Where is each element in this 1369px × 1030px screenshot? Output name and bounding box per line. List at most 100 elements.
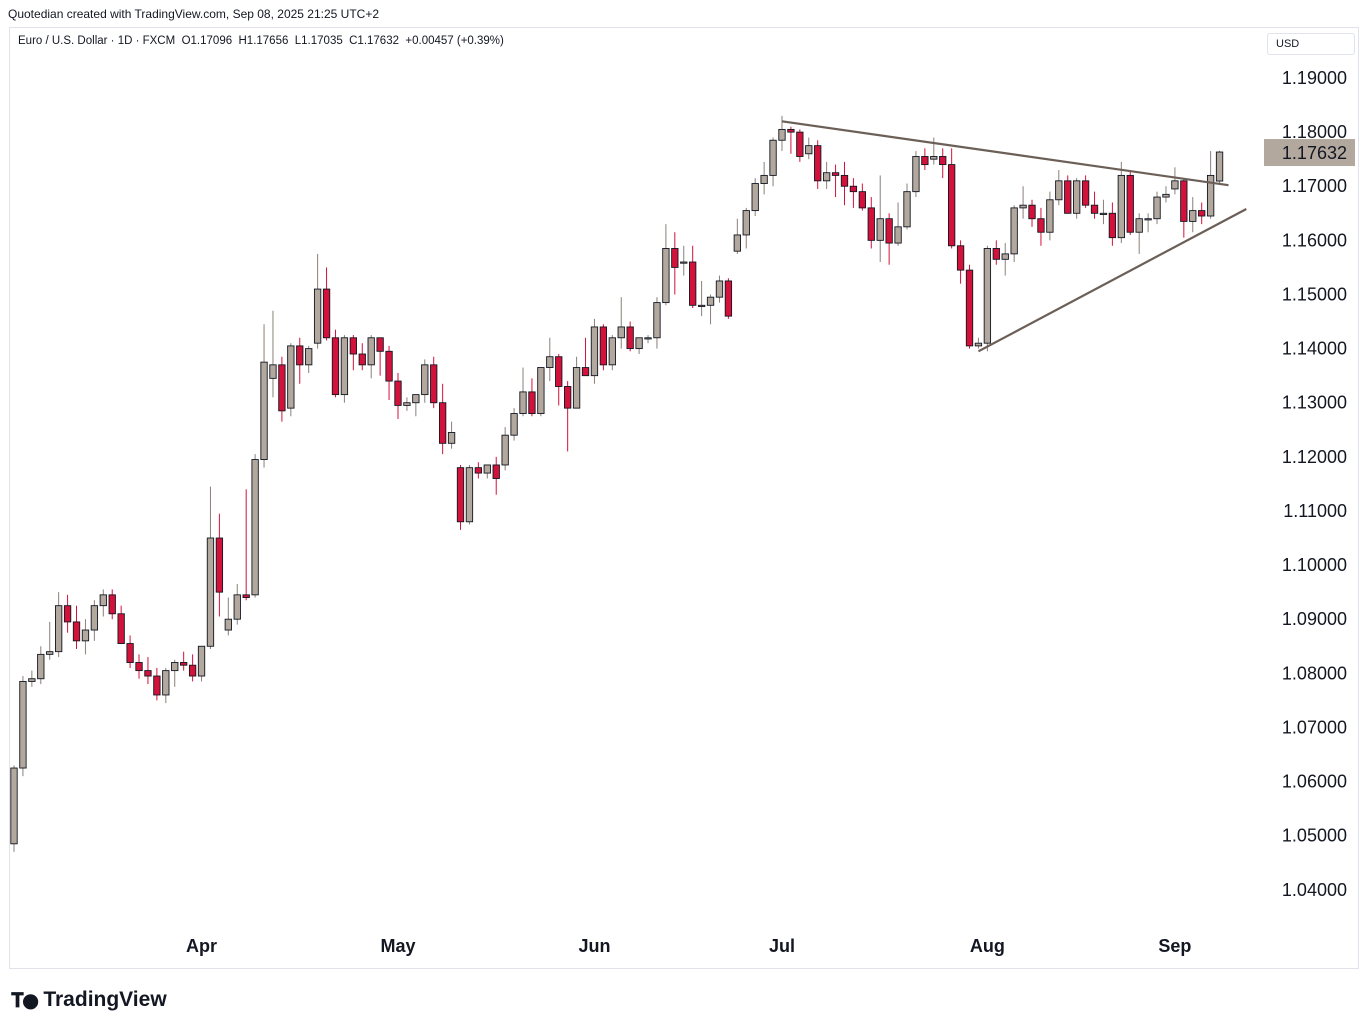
candle-2025-07-02[interactable]: [787, 126, 795, 154]
candle-2025-08-21[interactable]: [1108, 202, 1117, 246]
candle-2025-04-21[interactable]: [322, 267, 331, 341]
candle-2025-07-04[interactable]: [805, 137, 813, 160]
candle-2025-04-04[interactable]: [224, 597, 232, 636]
candle-2025-07-21[interactable]: [903, 183, 911, 230]
candle-2025-04-10[interactable]: [260, 324, 268, 468]
candle-2025-07-29[interactable]: [956, 240, 965, 284]
candle-2025-04-14[interactable]: [278, 356, 286, 422]
candle-2025-06-30[interactable]: [769, 137, 777, 187]
candle-2025-08-13[interactable]: [1055, 170, 1063, 206]
candle-2025-07-16[interactable]: [876, 175, 884, 263]
candle-2025-07-22[interactable]: [912, 151, 920, 198]
candle-2025-05-01[interactable]: [394, 372, 402, 419]
candle-2025-05-27[interactable]: [555, 354, 563, 406]
candle-2025-04-17[interactable]: [305, 345, 313, 373]
candle-2025-08-15[interactable]: [1073, 178, 1081, 219]
candle-2025-06-10[interactable]: [644, 335, 652, 344]
candle-2025-07-03[interactable]: [796, 129, 804, 162]
candle-2025-06-27[interactable]: [760, 161, 768, 195]
candle-2025-07-07[interactable]: [814, 140, 822, 189]
candle-2025-08-26[interactable]: [1135, 213, 1143, 254]
candle-2025-04-03[interactable]: [215, 513, 224, 617]
candle-2025-05-13[interactable]: [465, 464, 474, 525]
candle-2025-05-05[interactable]: [412, 394, 420, 417]
candle-2025-07-11[interactable]: [849, 178, 858, 208]
candle-2025-07-18[interactable]: [894, 202, 902, 246]
candle-2025-03-26[interactable]: [162, 667, 170, 704]
price-axis[interactable]: 1.19000 1.18000 1.17000 1.16000 1.15000 1.140…: [1282, 68, 1347, 900]
candle-2025-03-05[interactable]: [28, 670, 36, 687]
candle-2025-04-24[interactable]: [349, 335, 357, 371]
candle-2025-06-13[interactable]: [671, 232, 679, 295]
candle-2025-03-17[interactable]: [99, 589, 107, 617]
candle-2025-06-25[interactable]: [742, 207, 750, 249]
candle-2025-08-18[interactable]: [1081, 175, 1090, 208]
candle-2025-04-23[interactable]: [340, 335, 349, 403]
candle-2025-08-05[interactable]: [1001, 243, 1009, 276]
candle-2025-04-16[interactable]: [296, 337, 304, 384]
candle-2025-04-22[interactable]: [331, 329, 340, 398]
candle-2025-08-19[interactable]: [1090, 191, 1099, 219]
candle-2025-04-15[interactable]: [287, 343, 295, 417]
candle-2025-05-02[interactable]: [403, 397, 411, 411]
candle-2025-04-29[interactable]: [376, 337, 384, 376]
candle-2025-03-06[interactable]: [37, 646, 45, 685]
candle-2025-08-27[interactable]: [1144, 213, 1152, 233]
candle-2025-06-02[interactable]: [590, 318, 599, 384]
candle-2025-07-31[interactable]: [974, 337, 983, 349]
currency-selector[interactable]: USD: [1267, 33, 1355, 55]
candle-2025-06-20[interactable]: [715, 275, 724, 303]
candle-2025-05-14[interactable]: [474, 462, 483, 479]
candle-2025-08-06[interactable]: [1010, 205, 1018, 263]
candle-2025-06-04[interactable]: [608, 335, 616, 371]
candle-2025-04-09[interactable]: [251, 454, 259, 598]
candle-2025-04-18[interactable]: [313, 253, 322, 349]
candle-2025-03-20[interactable]: [126, 635, 134, 668]
candle-2025-07-30[interactable]: [965, 264, 974, 349]
candle-2025-08-20[interactable]: [1099, 199, 1108, 225]
candle-2025-05-20[interactable]: [510, 408, 518, 441]
candle-2025-03-25[interactable]: [153, 667, 161, 701]
candle-2025-05-23[interactable]: [537, 367, 545, 417]
candle-2025-08-01[interactable]: [983, 245, 992, 352]
candle-2025-06-24[interactable]: [733, 218, 741, 254]
candle-2025-05-22[interactable]: [528, 378, 536, 417]
tradingview-logo[interactable]: 𝐓● TradingView: [11, 988, 167, 1012]
candle-2025-08-08[interactable]: [1028, 199, 1036, 227]
candle-2025-03-03[interactable]: [10, 765, 18, 852]
candle-2025-08-28[interactable]: [1153, 191, 1161, 225]
candle-2025-07-14[interactable]: [858, 183, 867, 211]
candle-2025-05-08[interactable]: [438, 383, 447, 455]
candle-2025-09-04[interactable]: [1198, 202, 1206, 225]
symbol-name[interactable]: Euro / U.S. Dollar · 1D · FXCM: [18, 35, 176, 47]
candle-2025-06-19[interactable]: [706, 294, 715, 325]
candle-2025-03-24[interactable]: [144, 657, 152, 685]
candle-2025-09-03[interactable]: [1189, 197, 1197, 233]
candle-2025-05-09[interactable]: [447, 421, 456, 449]
candle-2025-05-26[interactable]: [546, 337, 554, 382]
candle-2025-08-25[interactable]: [1126, 170, 1134, 235]
candle-2025-07-23[interactable]: [921, 148, 929, 171]
candle-2025-05-30[interactable]: [581, 337, 590, 377]
candle-2025-05-12[interactable]: [456, 464, 465, 530]
trendline-upper[interactable]: [781, 120, 1229, 187]
candle-2025-03-27[interactable]: [171, 659, 179, 687]
candle-2025-06-23[interactable]: [724, 278, 733, 319]
candle-2025-06-03[interactable]: [599, 324, 608, 371]
candle-2025-03-10[interactable]: [55, 592, 63, 658]
candle-2025-06-26[interactable]: [751, 178, 759, 217]
candle-2025-08-11[interactable]: [1037, 207, 1045, 246]
candle-2025-06-16[interactable]: [680, 245, 688, 276]
candle-2025-04-07[interactable]: [233, 584, 241, 625]
candle-2025-09-01[interactable]: [1171, 167, 1179, 195]
time-axis[interactable]: Apr May Jun Jul Aug Sep: [186, 936, 1191, 956]
candle-2025-06-18[interactable]: [697, 280, 706, 317]
candle-2025-06-06[interactable]: [626, 321, 634, 352]
candle-2025-05-19[interactable]: [501, 427, 509, 471]
candle-2025-08-14[interactable]: [1064, 175, 1072, 214]
candle-2025-04-01[interactable]: [197, 645, 206, 682]
candle-2025-07-15[interactable]: [867, 197, 875, 249]
trendline-lower[interactable]: [977, 207, 1247, 353]
candle-2025-08-07[interactable]: [1019, 186, 1027, 219]
candle-2025-07-17[interactable]: [885, 213, 893, 265]
